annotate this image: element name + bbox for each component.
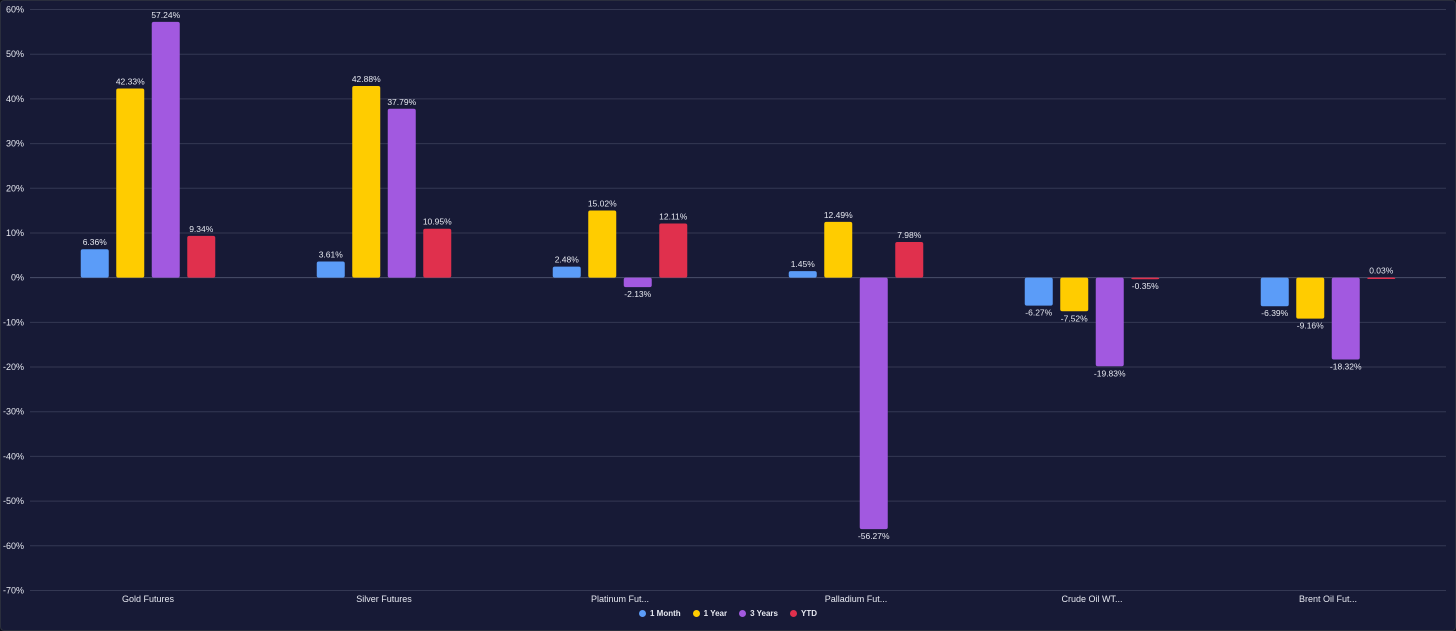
- legend-item-ytd[interactable]: YTD: [790, 609, 817, 618]
- legend-label-1-year: 1 Year: [703, 609, 728, 618]
- bar: [1367, 277, 1396, 280]
- bar: [1260, 277, 1289, 307]
- data-label: 12.11%: [659, 212, 688, 222]
- legend-marker-3-years: [739, 610, 747, 617]
- y-tick-label: 10%: [6, 228, 24, 238]
- data-label: 9.34%: [189, 224, 214, 234]
- bar: [423, 228, 452, 278]
- bar: [824, 221, 853, 278]
- bar: [788, 271, 817, 278]
- data-label: 15.02%: [588, 199, 617, 209]
- legend-marker-ytd: [790, 610, 797, 617]
- legend-item-1-year[interactable]: 1 Year: [692, 609, 728, 618]
- y-tick-label: 50%: [6, 49, 24, 59]
- legend-label-ytd: YTD: [801, 609, 817, 618]
- data-label: 2.48%: [555, 255, 580, 265]
- y-tick-label: -70%: [3, 586, 24, 596]
- bar: [588, 210, 617, 278]
- legend-item-1-month[interactable]: 1 Month: [639, 609, 681, 618]
- bar: [1095, 277, 1124, 367]
- bar: [116, 88, 145, 278]
- x-tick-label: Palladium Fut...: [825, 594, 888, 604]
- bar: [623, 277, 652, 288]
- bar: [895, 241, 924, 278]
- data-label: -0.35%: [1132, 281, 1159, 291]
- bar: [187, 235, 216, 278]
- data-label: -2.13%: [624, 289, 651, 299]
- y-tick-label: 0%: [11, 273, 24, 283]
- bar: [659, 223, 688, 278]
- bar: [1024, 277, 1053, 306]
- bar: [352, 86, 381, 278]
- data-label: -18.32%: [1330, 362, 1362, 372]
- y-tick-label: -40%: [3, 451, 24, 461]
- legend-label-1-month: 1 Month: [650, 609, 681, 618]
- legend-marker-1-year: [692, 610, 700, 617]
- bar: [151, 21, 180, 278]
- bar: [316, 261, 345, 278]
- data-label: -6.27%: [1025, 308, 1052, 318]
- x-tick-label: Platinum Fut...: [591, 594, 649, 604]
- bar: [552, 266, 581, 278]
- y-tick-label: 40%: [6, 94, 24, 104]
- y-tick-label: -60%: [3, 541, 24, 551]
- bar: [387, 108, 416, 278]
- bar: [1296, 277, 1325, 319]
- data-label: 0.03%: [1369, 266, 1394, 276]
- bar: [1131, 277, 1160, 280]
- legend-label-3-years: 3 Years: [750, 609, 778, 618]
- data-label: -56.27%: [858, 531, 890, 541]
- data-label: 10.95%: [423, 217, 452, 227]
- x-tick-label: Crude Oil WT...: [1061, 594, 1122, 604]
- data-label: 3.61%: [319, 250, 344, 260]
- legend-marker-1-month: [639, 610, 646, 617]
- bar: [80, 249, 109, 278]
- data-label: 57.24%: [151, 10, 180, 20]
- legend-item-3-years[interactable]: 3 Years: [739, 609, 778, 618]
- data-label: 42.33%: [116, 76, 145, 86]
- data-label: -9.16%: [1297, 321, 1324, 331]
- bar: [1060, 277, 1089, 312]
- data-label: -7.52%: [1061, 313, 1088, 323]
- chart-legend: 1 Month 1 Year 3 Years YTD: [0, 609, 1456, 618]
- data-label: -6.39%: [1261, 308, 1288, 318]
- y-tick-label: -10%: [3, 317, 24, 327]
- bar: [1331, 277, 1360, 360]
- x-tick-label: Brent Oil Fut...: [1299, 594, 1357, 604]
- x-tick-label: Gold Futures: [122, 594, 175, 604]
- data-label: -19.83%: [1094, 368, 1126, 378]
- y-tick-label: -30%: [3, 407, 24, 417]
- y-tick-label: 30%: [6, 139, 24, 149]
- y-tick-label: -20%: [3, 362, 24, 372]
- data-label: 6.36%: [83, 237, 108, 247]
- data-label: 42.88%: [352, 74, 381, 84]
- y-tick-label: 60%: [6, 5, 24, 15]
- x-tick-label: Silver Futures: [356, 594, 412, 604]
- data-label: 12.49%: [824, 210, 853, 220]
- data-label: 1.45%: [791, 259, 816, 269]
- y-tick-label: 20%: [6, 183, 24, 193]
- bar: [859, 277, 888, 530]
- data-label: 7.98%: [897, 230, 922, 240]
- data-label: 37.79%: [387, 97, 416, 107]
- y-tick-label: -50%: [3, 496, 24, 506]
